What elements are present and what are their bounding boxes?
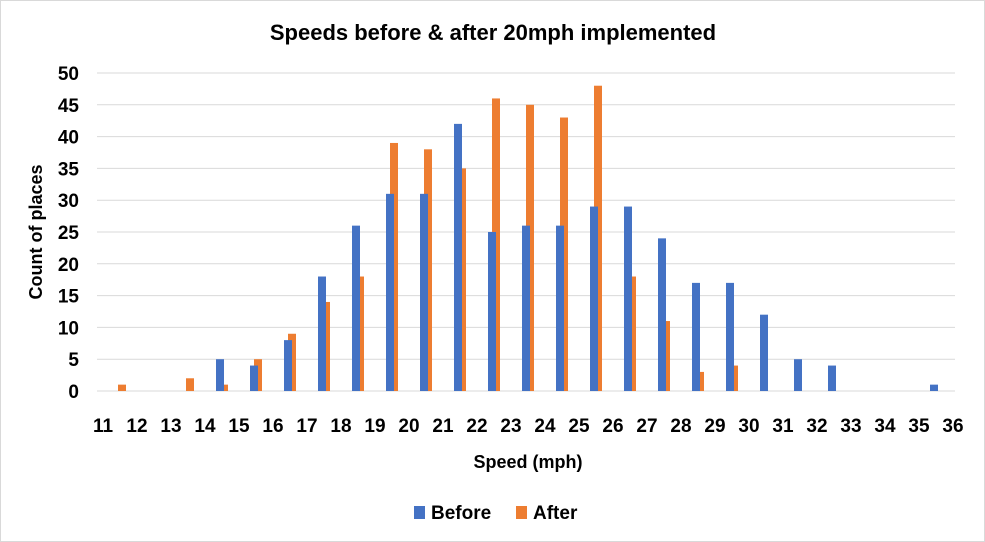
x-tick-label: 31 <box>772 416 794 437</box>
x-tick-label: 22 <box>466 416 487 437</box>
bar-before-33 <box>828 365 836 391</box>
y-axis-ticks: 0 5 10 15 20 25 30 35 40 45 50 <box>58 64 80 403</box>
x-axis-label: Speed (mph) <box>473 452 582 472</box>
x-tick-label: 32 <box>806 416 827 437</box>
chart-title: Speeds before & after 20mph implemented <box>270 20 716 45</box>
y-tick-label: 15 <box>58 287 80 308</box>
legend-label-after: After <box>533 503 578 524</box>
legend-label-before: Before <box>431 503 491 524</box>
x-tick-label: 19 <box>364 416 385 437</box>
bar-before-28 <box>658 238 666 391</box>
x-tick-label: 24 <box>534 416 556 437</box>
bar-before-26 <box>590 206 598 391</box>
x-tick-label: 23 <box>500 416 521 437</box>
x-tick-label: 13 <box>160 416 181 437</box>
x-tick-label: 12 <box>126 416 147 437</box>
y-tick-label: 0 <box>68 382 79 403</box>
y-tick-label: 40 <box>58 128 79 149</box>
y-axis-label: Count of places <box>26 164 46 299</box>
legend-swatch-after <box>516 506 527 519</box>
bar-before-36 <box>930 384 938 391</box>
bar-before-23 <box>488 232 496 391</box>
bar-before-31 <box>760 314 768 391</box>
x-tick-label: 26 <box>602 416 623 437</box>
y-tick-label: 25 <box>58 223 80 244</box>
y-tick-label: 20 <box>58 255 79 276</box>
bar-before-20 <box>386 193 394 391</box>
y-tick-label: 5 <box>68 350 79 371</box>
bar-before-32 <box>794 359 802 391</box>
bar-before-24 <box>522 225 530 391</box>
x-tick-label: 21 <box>432 416 454 437</box>
x-tick-label: 17 <box>296 416 317 437</box>
x-tick-label: 25 <box>568 416 590 437</box>
y-tick-label: 50 <box>58 64 79 85</box>
y-tick-label: 30 <box>58 191 79 212</box>
bar-after-13 <box>186 378 194 391</box>
bar-before-25 <box>556 225 564 391</box>
bar-before-18 <box>318 276 326 391</box>
bar-before-27 <box>624 206 632 391</box>
x-tick-label: 29 <box>704 416 725 437</box>
legend: Before After <box>414 503 578 524</box>
x-tick-label: 30 <box>738 416 759 437</box>
legend-swatch-before <box>414 506 425 519</box>
x-tick-label: 16 <box>262 416 283 437</box>
bar-before-30 <box>726 282 734 391</box>
x-tick-label: 28 <box>670 416 691 437</box>
x-tick-label: 20 <box>398 416 419 437</box>
x-tick-label: 34 <box>874 416 896 437</box>
bar-before-21 <box>420 193 428 391</box>
y-tick-label: 45 <box>58 96 80 117</box>
x-tick-label: 18 <box>330 416 351 437</box>
bar-before-17 <box>284 340 292 391</box>
x-tick-label: 36 <box>942 416 963 437</box>
x-axis-ticks: 11 12 13 14 15 16 17 18 19 20 21 22 23 24 25 26 27 28 29 30… <box>93 416 964 437</box>
x-tick-label: 11 <box>93 416 114 437</box>
y-tick-label: 35 <box>58 159 80 180</box>
x-tick-label: 35 <box>908 416 930 437</box>
bar-before-29 <box>692 282 700 391</box>
bar-before-22 <box>454 123 462 391</box>
x-tick-label: 15 <box>228 416 250 437</box>
bar-before-16 <box>250 365 258 391</box>
x-tick-label: 14 <box>194 416 216 437</box>
bar-after-11 <box>118 384 126 391</box>
x-tick-label: 33 <box>840 416 861 437</box>
y-tick-label: 10 <box>58 318 79 339</box>
x-tick-label: 27 <box>636 416 657 437</box>
bar-before-19 <box>352 225 360 391</box>
bars <box>118 85 938 392</box>
bar-before-15 <box>216 359 224 391</box>
